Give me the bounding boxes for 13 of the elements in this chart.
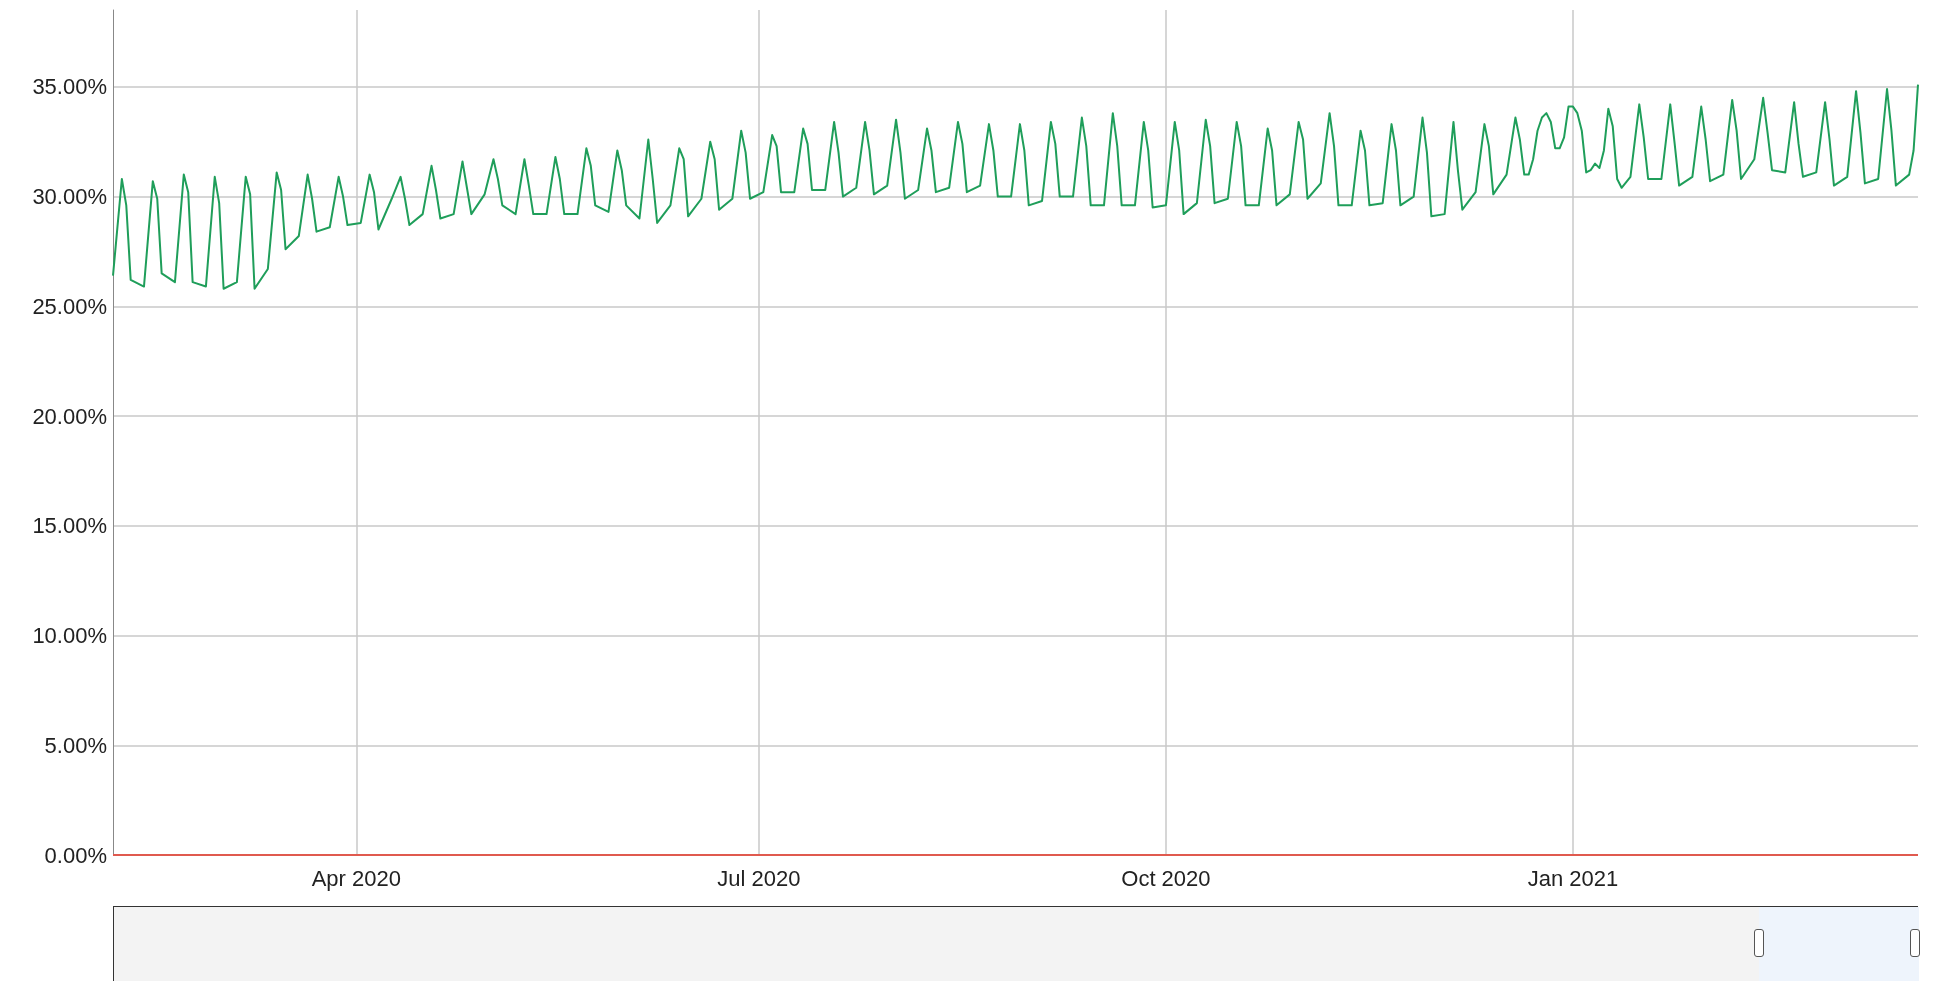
y-tick-label: 35.00%	[32, 74, 107, 100]
x-tick-label: Apr 2020	[311, 865, 401, 891]
y-tick-label: 10.00%	[32, 623, 107, 649]
y-tick-label: 15.00%	[32, 513, 107, 539]
y-tick-label: 20.00%	[32, 403, 107, 429]
line-series	[112, 83, 1919, 290]
y-tick-label: 5.00%	[44, 732, 107, 758]
y-tick-label: 25.00%	[32, 293, 107, 319]
y-tick-label: 30.00%	[32, 184, 107, 210]
y-tick-label: 0.00%	[44, 842, 107, 868]
x-tick-label: Jul 2020	[717, 865, 801, 891]
x-tick-label: Oct 2020	[1121, 865, 1211, 891]
x-tick-label: Jan 2021	[1527, 865, 1619, 891]
